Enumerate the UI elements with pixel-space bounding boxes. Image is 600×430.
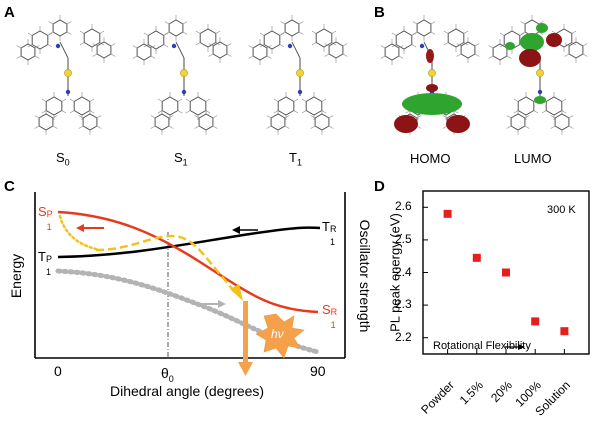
d-y-tick-label: 2.4 [395, 264, 412, 279]
photon-burst [255, 313, 305, 359]
emission-arrowhead [238, 362, 253, 376]
panel-a-label: A [4, 4, 15, 21]
s1-energy-curve [57, 210, 319, 314]
d-y-tick-label: 2.3 [395, 297, 412, 312]
d-data-point [560, 327, 569, 336]
d-temperature-label: 300 K [547, 204, 576, 216]
label-lumo: LUMO [514, 151, 552, 166]
d-data-point [443, 209, 452, 218]
d-data-point [472, 253, 481, 262]
structure-homo [380, 15, 480, 135]
panel-c-label: C [4, 178, 15, 195]
label-homo: HOMO [410, 151, 451, 166]
structure-lumo [488, 15, 588, 135]
c-x-tick-0: 0 [54, 363, 62, 379]
d-data-point [531, 317, 540, 326]
panel-b-label: B [374, 4, 385, 21]
isc-dotted-path [58, 214, 98, 251]
d-y-tick-label: 2.5 [395, 231, 412, 246]
hv-label: hν [271, 327, 284, 341]
c-x-tick-90: 90 [310, 363, 326, 379]
s1-arrowhead [76, 224, 84, 232]
structure-s0 [16, 15, 116, 135]
d-y-tick-label: 2.6 [395, 199, 412, 214]
panel-d-label: D [374, 178, 385, 195]
oscillator-arrowhead [218, 300, 226, 308]
t1-energy-curve [57, 226, 321, 259]
t1-arrowhead [232, 226, 240, 234]
c-x-axis-label: Dihedral angle (degrees) [110, 383, 265, 399]
c-x-tick-theta: θ0 [161, 365, 174, 384]
rotation-arrowhead [230, 284, 243, 301]
d-data-point [502, 268, 510, 277]
energy-diagram [34, 192, 346, 376]
structure-t1 [248, 15, 348, 135]
flexibility-arrowhead [518, 344, 525, 350]
label-t1: T1 [289, 150, 302, 168]
emission-arrow-shaft [243, 301, 248, 363]
label-s0: S0 [56, 150, 70, 168]
d-flexibility-label: Rotational Flexibility [433, 340, 531, 352]
rotation-dashed-path [95, 234, 237, 295]
label-s1: S1 [174, 150, 188, 168]
d-y-tick-label: 2.2 [395, 329, 412, 344]
molecule-structures-graphic [16, 15, 588, 135]
structure-s1 [132, 15, 232, 135]
pl-chart [422, 190, 590, 355]
